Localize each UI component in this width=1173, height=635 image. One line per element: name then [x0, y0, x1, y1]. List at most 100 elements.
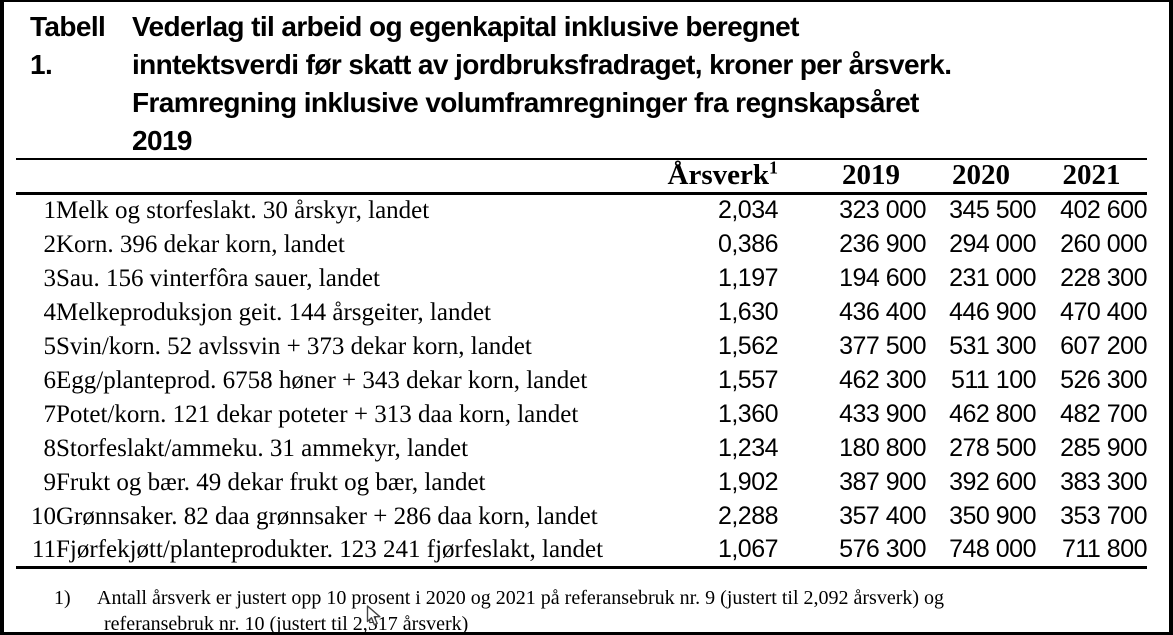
- table-row: 11 Fjørfekjøtt/planteprodukter. 123 241 f…: [16, 533, 1147, 567]
- value-2019-cell: 180 800: [839, 433, 926, 462]
- row-number-cell: 6: [43, 366, 57, 394]
- table-header-row: Årsverk1 2019 2020 2021: [16, 156, 1147, 193]
- header-empty-num: [16, 159, 56, 193]
- row-description-cell: Korn. 396 dekar korn, landet: [56, 230, 345, 258]
- table-row: 5 Svin/korn. 52 avlssvin + 373 dekar korn…: [16, 329, 1148, 363]
- row-number-cell: 5: [43, 332, 57, 360]
- row-number-cell: 7: [43, 400, 57, 428]
- table-row: 3 Sau. 156 vinterfôra sauer, landet 1,197 1…: [16, 261, 1148, 295]
- table-row: 4 Melkeproduksjon geit. 144 årsgeiter, la…: [16, 295, 1148, 329]
- arsverk-value-cell: 1,234: [717, 433, 778, 462]
- arsverk-value-cell: 1,562: [717, 331, 778, 360]
- caption-line: Vederlag til arbeid og egenkapital inklu…: [132, 11, 799, 42]
- column-gap-cell: [778, 329, 816, 363]
- value-2019-cell: 323 000: [839, 196, 926, 225]
- header-empty-desc: [56, 159, 666, 193]
- caption-line: Framregning inklusive volumframregninger…: [132, 87, 919, 118]
- column-gap-cell: [778, 295, 816, 329]
- arsverk-value-cell: 1,197: [717, 263, 778, 292]
- column-gap-cell: [778, 227, 816, 261]
- arsverk-value-cell: 1,360: [717, 399, 778, 428]
- row-description-cell: Fjørfekjøtt/planteprodukter. 123 241 fjø…: [56, 535, 604, 563]
- table-row: 1 Melk og storfeslakt. 30 årskyr, landet 2…: [16, 193, 1148, 227]
- row-description-cell: Grønnsaker. 82 daa grønnsaker + 286 daa …: [56, 502, 598, 530]
- value-2021-cell: 402 600: [1060, 196, 1147, 225]
- column-gap-cell: [778, 397, 816, 431]
- table-row: 7 Potet/korn. 121 dekar poteter + 313 daa…: [16, 397, 1148, 431]
- table-caption-text: Vederlag til arbeid og egenkapital inklu…: [132, 8, 1150, 160]
- value-2019-cell: 194 600: [839, 263, 926, 292]
- footnote-reference-superscript: 1: [769, 156, 778, 177]
- row-description-cell: Melkeproduksjon geit. 144 årsgeiter, lan…: [56, 298, 491, 326]
- row-description-cell: Egg/planteprod. 6758 høner + 343 dekar k…: [56, 366, 588, 394]
- row-description-cell: Sau. 156 vinterfôra sauer, landet: [56, 264, 380, 292]
- caption-line: inntektsverdi før skatt av jordbruksfrad…: [132, 49, 952, 80]
- value-2021-cell: 285 900: [1060, 433, 1147, 462]
- value-2020-cell: 462 800: [949, 399, 1036, 428]
- table-row: 6 Egg/planteprod. 6758 høner + 343 dekar …: [16, 363, 1148, 397]
- caption-line: 2019: [132, 125, 192, 156]
- value-2019-cell: 462 300: [839, 365, 926, 394]
- arsverk-value-cell: 1,630: [717, 297, 778, 326]
- value-2019-cell: 436 400: [839, 297, 926, 326]
- value-2021-cell: 228 300: [1060, 263, 1147, 292]
- value-2021-cell: 711 800: [1061, 534, 1147, 563]
- table-body: 1 Melk og storfeslakt. 30 årskyr, landet 2…: [16, 193, 1147, 567]
- column-gap-cell: [778, 261, 816, 295]
- footnote-marker: 1): [54, 587, 71, 609]
- value-2020-cell: 748 000: [949, 534, 1036, 563]
- row-number-cell: 8: [43, 434, 57, 462]
- row-number-cell: 10: [31, 502, 56, 530]
- table-row: 2 Korn. 396 dekar korn, landet 0,386 236 90…: [16, 227, 1148, 261]
- table-row: 8 Storfeslakt/ammeku. 31 ammekyr, landet 1…: [16, 431, 1148, 465]
- table-caption-label: Tabell 1.: [30, 11, 106, 80]
- arsverk-value-cell: 2,288: [717, 501, 778, 530]
- table-row: 10 Grønnsaker. 82 daa grønnsaker + 286 da…: [16, 499, 1147, 533]
- header-gap: [778, 159, 816, 193]
- value-2020-cell: 294 000: [949, 229, 1036, 258]
- value-2021-cell: 260 000: [1060, 229, 1147, 258]
- column-gap-cell: [778, 193, 816, 227]
- row-description-cell: Svin/korn. 52 avlssvin + 373 dekar korn,…: [56, 332, 532, 360]
- reference-farms-table: Årsverk1 2019 2020 2021 1 Melk og storfes…: [16, 158, 1147, 569]
- value-2020-cell: 345 500: [949, 196, 1036, 225]
- arsverk-value-cell: 1,557: [717, 365, 778, 394]
- row-number-cell: 9: [43, 468, 57, 496]
- arsverk-value-cell: 2,034: [717, 196, 778, 225]
- value-2020-cell: 511 100: [950, 365, 1036, 394]
- value-2020-cell: 231 000: [949, 263, 1036, 292]
- header-arsverk-label: Årsverk: [667, 158, 770, 191]
- value-2019-cell: 357 400: [839, 501, 926, 530]
- table-row: 9 Frukt og bær. 49 dekar frukt og bær, la…: [16, 465, 1148, 499]
- row-number-cell: 3: [43, 264, 57, 292]
- column-gap-cell: [778, 533, 816, 567]
- row-number-cell: 1: [43, 197, 57, 225]
- row-description-cell: Potet/korn. 121 dekar poteter + 313 daa …: [56, 400, 579, 428]
- table-caption: Tabell 1. Vederlag til arbeid og egenkap…: [30, 8, 1150, 160]
- row-description-cell: Storfeslakt/ammeku. 31 ammekyr, landet: [56, 434, 469, 462]
- footnote: 1) Antall årsverk er justert opp 10 pros…: [54, 586, 944, 610]
- value-2020-cell: 278 500: [949, 433, 1036, 462]
- arsverk-value-cell: 0,386: [717, 229, 778, 258]
- column-gap-cell: [778, 465, 816, 499]
- value-2019-cell: 576 300: [839, 534, 926, 563]
- value-2020-cell: 446 900: [949, 297, 1036, 326]
- header-arsverk: Årsverk1: [666, 156, 778, 193]
- row-number-cell: 11: [31, 535, 56, 563]
- row-number-cell: 4: [43, 298, 57, 326]
- row-description-cell: Melk og storfeslakt. 30 årskyr, landet: [56, 197, 430, 225]
- value-2019-cell: 433 900: [839, 399, 926, 428]
- value-2021-cell: 383 300: [1060, 467, 1147, 496]
- value-2019-cell: 387 900: [839, 467, 926, 496]
- header-2019: 2019: [842, 158, 900, 191]
- value-2021-cell: 482 700: [1060, 399, 1147, 428]
- value-2019-cell: 377 500: [839, 331, 926, 360]
- footnote-text-line2: referansebruk nr. 10 (justert til 2,517 …: [104, 613, 469, 635]
- value-2020-cell: 350 900: [949, 501, 1036, 530]
- value-2019-cell: 236 900: [839, 229, 926, 258]
- value-2020-cell: 392 600: [949, 467, 1036, 496]
- header-2021: 2021: [1062, 158, 1121, 191]
- value-2021-cell: 470 400: [1060, 297, 1147, 326]
- value-2021-cell: 526 300: [1060, 365, 1147, 394]
